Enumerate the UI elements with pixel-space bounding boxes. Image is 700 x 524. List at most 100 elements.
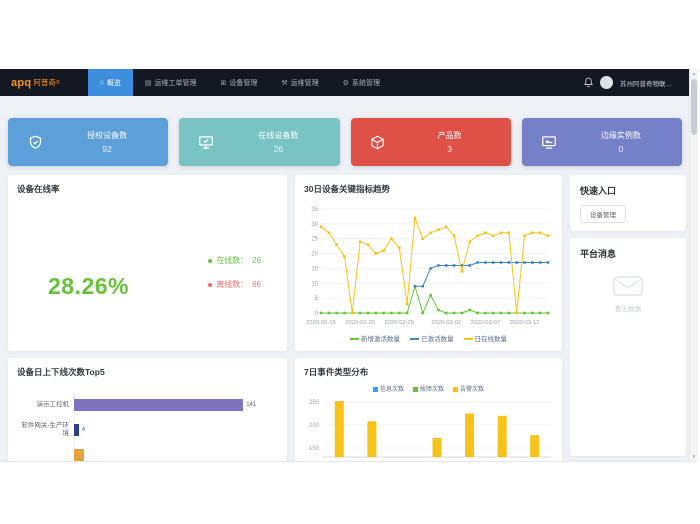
logo-text: apq xyxy=(11,76,32,89)
svg-text:0: 0 xyxy=(315,311,319,317)
svg-text:30: 30 xyxy=(311,222,318,228)
panel-title: 平台消息 xyxy=(580,249,617,259)
bar-value: 141 xyxy=(246,402,257,408)
logo-cn-text: 阿普奇 xyxy=(33,78,56,87)
top-navbar: apq 阿普奇 ® ⌂ 概览 ▤ 运维工单管理 ⊞ 设备管理 ⚒ 运维管理 ⚙ xyxy=(0,69,690,96)
scroll-up-button[interactable]: ▲ xyxy=(691,71,697,76)
green-line-swatch xyxy=(350,338,359,341)
legend-offline: 离线数： 66 xyxy=(208,279,261,290)
svg-text:2020-03-12: 2020-03-12 xyxy=(510,320,540,326)
panel-title: 设备日上下线次数Top5 xyxy=(17,367,105,377)
notification-bell-icon[interactable] xyxy=(584,74,593,92)
platform-messages-panel: 平台消息 暂无数据 xyxy=(570,238,686,456)
events-bar-chart: 150 200 250 xyxy=(309,400,551,458)
stat-value: 0 xyxy=(618,144,624,154)
svg-text:2020-02-20: 2020-02-20 xyxy=(345,320,375,326)
online-dot-icon xyxy=(208,258,213,263)
stat-value: 26 xyxy=(273,144,284,154)
nav-system-label: 系统管理 xyxy=(351,79,380,87)
top5-bar-chart: 演示工控机 141 软件网关-生产环境 4 xyxy=(17,398,278,461)
svg-text:250: 250 xyxy=(309,400,320,406)
app-logo[interactable]: apq 阿普奇 ® xyxy=(0,69,74,96)
legend-label: 离线数： xyxy=(216,280,249,289)
edge-instance-icon xyxy=(522,135,576,150)
stat-label: 边缘实例数 xyxy=(600,131,641,140)
offline-dot-icon xyxy=(208,282,213,287)
device-management-button[interactable]: 设备管理 xyxy=(580,205,626,223)
online-rate-value: 28.26% xyxy=(48,273,130,299)
bar xyxy=(74,449,84,461)
nav-ops-mgmt[interactable]: ⚒ 运维管理 xyxy=(269,69,330,96)
svg-text:5: 5 xyxy=(315,296,319,302)
svg-text:25: 25 xyxy=(311,237,318,243)
legend-label: 故障次数 xyxy=(419,387,444,393)
legend-item[interactable]: 告警次数 xyxy=(453,384,484,393)
panel-title: 快速入口 xyxy=(580,186,617,196)
cube-icon xyxy=(351,135,405,150)
bar-label: 软件网关-生产环境 xyxy=(21,421,69,437)
user-name[interactable]: 苏州阿普奇物联网科... xyxy=(620,80,678,88)
legend-label: 信息次数 xyxy=(379,387,404,393)
stat-value: 92 xyxy=(102,144,112,154)
stat-label: 产品数 xyxy=(437,131,462,140)
nav-device-label: 设备管理 xyxy=(229,79,258,87)
nav-device-mgmt[interactable]: ⊞ 设备管理 xyxy=(209,69,270,96)
legend-label: 新增激活数量 xyxy=(361,336,400,343)
svg-text:15: 15 xyxy=(311,266,318,272)
legend-item[interactable]: 信息次数 xyxy=(372,384,404,393)
stat-card-authorized-devices: 授权设备数 92 xyxy=(8,118,169,166)
empty-text: 暂无数据 xyxy=(615,306,641,313)
scrollbar-thumb[interactable] xyxy=(691,79,697,135)
grid-icon: ⊞ xyxy=(220,79,227,87)
tools-icon: ⚒ xyxy=(281,79,288,87)
panel-title: 设备在线率 xyxy=(17,184,60,194)
fault-swatch xyxy=(412,386,418,392)
bar-label: 演示工控机 xyxy=(36,400,70,408)
legend-value: 66 xyxy=(252,280,261,289)
nav-system-mgmt[interactable]: ⚙ 系统管理 xyxy=(331,69,392,96)
legend-item[interactable]: 新增激活数量 xyxy=(350,333,400,343)
svg-text:2020-03-02: 2020-03-02 xyxy=(431,320,461,326)
legend-item[interactable]: 故障次数 xyxy=(412,384,444,393)
legend-item[interactable]: 日在线数量 xyxy=(463,333,508,343)
home-icon: ⌂ xyxy=(99,79,104,86)
events-legend: 信息次数 故障次数 告警次数 xyxy=(295,384,562,393)
shield-check-icon xyxy=(8,135,62,150)
envelope-icon xyxy=(613,276,643,296)
trend-legend: 新增激活数量 已激活数量 日在线数量 xyxy=(295,333,562,343)
legend-online: 在线数： 26 xyxy=(208,255,261,266)
svg-text:20: 20 xyxy=(311,252,318,258)
gear-icon: ⚙ xyxy=(342,79,349,87)
svg-text:2020-02-25: 2020-02-25 xyxy=(384,320,414,326)
user-avatar[interactable] xyxy=(600,76,613,89)
device-online-rate-panel: 设备在线率 28.26% 在线数： 26 离线数： 66 xyxy=(8,175,287,351)
dashboard-content: 授权设备数 92 在线设备数 26 xyxy=(0,96,690,461)
stat-card-products: 产品数 3 xyxy=(350,118,511,166)
navbar-right: 苏州阿普奇物联网科... xyxy=(584,69,690,96)
panel-title: 7日事件类型分布 xyxy=(304,367,369,377)
stat-value: 3 xyxy=(447,144,452,154)
nav-overview-label: 概览 xyxy=(106,79,121,87)
stat-label: 授权设备数 xyxy=(87,131,128,140)
scroll-down-button[interactable]: ▼ xyxy=(691,454,697,459)
bar xyxy=(74,399,244,411)
top5-bar-row: 软件网关-生产环境 4 xyxy=(17,421,278,437)
legend-label: 在线数： xyxy=(216,256,249,265)
top5-bar-row: 演示工控机 141 xyxy=(17,398,278,412)
vertical-scrollbar[interactable]: ▲ ▼ xyxy=(689,69,698,461)
empty-state: 暂无数据 xyxy=(570,274,686,313)
legend-label: 日在线数量 xyxy=(474,336,508,343)
yellow-line-swatch xyxy=(463,338,473,341)
svg-text:10: 10 xyxy=(311,281,318,287)
legend-item[interactable]: 已激活数量 xyxy=(410,333,454,343)
svg-text:2020-03-07: 2020-03-07 xyxy=(471,320,501,326)
stat-cards-row: 授权设备数 92 在线设备数 26 xyxy=(8,118,682,166)
panel-title: 30日设备关键指标趋势 xyxy=(304,184,390,194)
logo-registered-mark: ® xyxy=(55,79,60,86)
alarm-swatch xyxy=(453,386,458,392)
nav-work-order-label: 运维工单管理 xyxy=(154,79,197,87)
nav-work-order-mgmt[interactable]: ▤ 运维工单管理 xyxy=(133,69,209,96)
quick-entry-panel: 快速入口 设备管理 xyxy=(570,175,686,231)
nav-ops-label: 运维管理 xyxy=(290,79,319,87)
nav-overview[interactable]: ⌂ 概览 xyxy=(87,69,133,96)
